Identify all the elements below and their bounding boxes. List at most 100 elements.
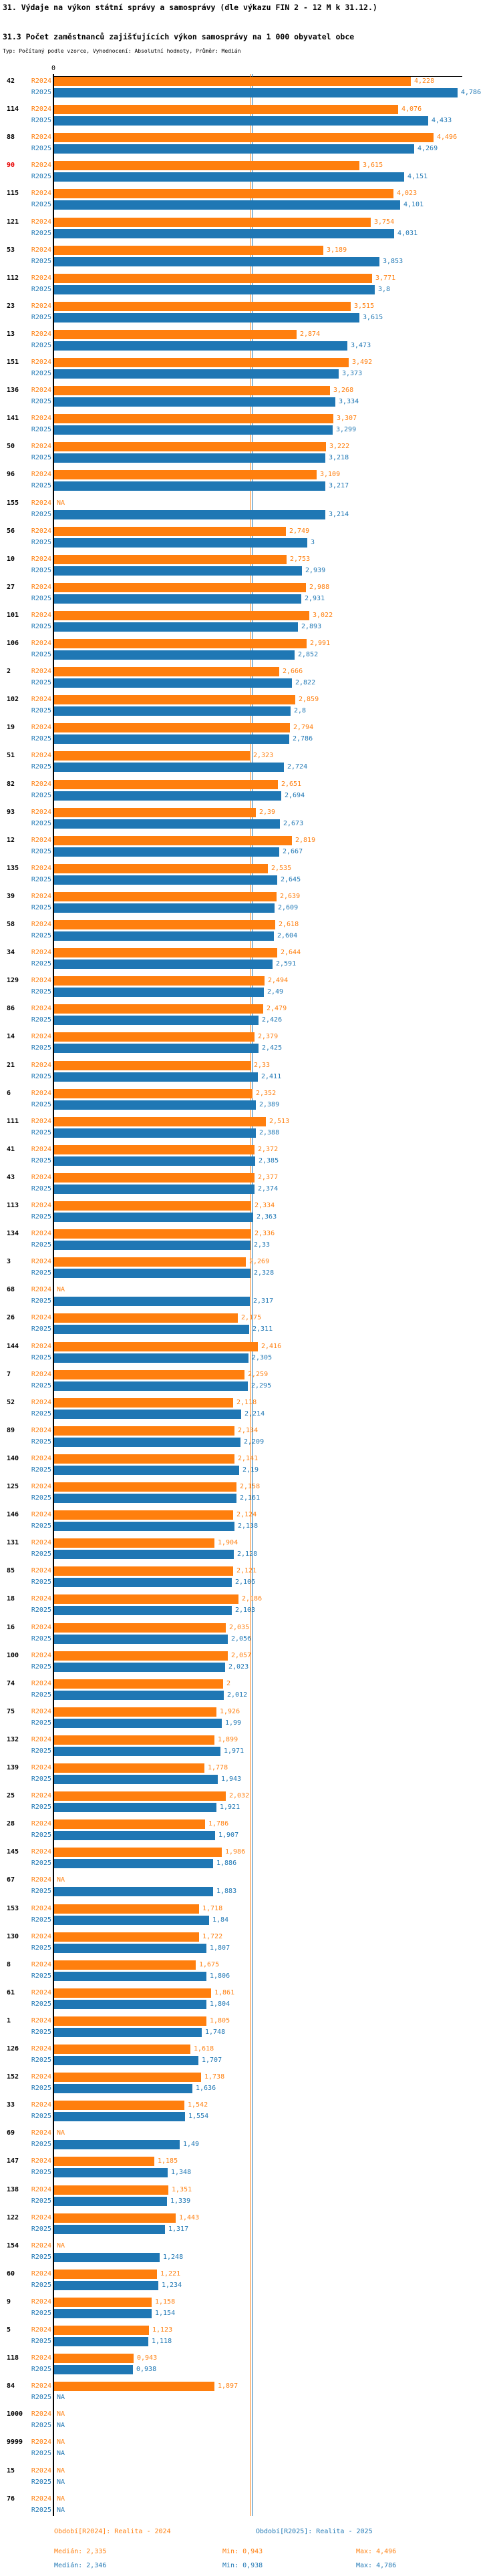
series-tag-r2025: R2025 [31,398,51,405]
bar-value-r2025: 2,374 [258,1185,279,1193]
chart-row: 131 R2024 1,904 R2025 2,128 [0,1538,501,1566]
bar-value-r2024: 3,515 [354,302,375,310]
bar-r2025 [54,341,347,351]
series-tag-r2025: R2025 [31,1410,51,1418]
bar-r2024 [54,864,268,873]
chart-row: 145 R2024 1,986 R2025 1,886 [0,1847,501,1875]
bar-r2025 [54,847,279,857]
bar-value-na-r2024: NA [57,1876,65,1884]
bar-value-r2025: 4,269 [418,145,438,152]
series-tag-r2025: R2025 [31,1494,51,1502]
series-tag-r2025: R2025 [31,1691,51,1699]
series-tag-r2025: R2025 [31,988,51,996]
series-tag-r2025: R2025 [31,1241,51,1249]
row-label: 28 [7,1820,15,1828]
bar-value-r2024: 2,175 [241,1314,262,1321]
row-label: 140 [7,1455,19,1462]
bar-value-r2024: 3,022 [313,612,333,619]
row-label-highlighted: 90 [7,162,15,169]
bar-r2025 [54,144,414,154]
chart-row: 88 R2024 4,496 R2025 4,269 [0,132,501,160]
series-tag-r2025: R2025 [31,1157,51,1164]
row-label: 102 [7,696,19,703]
chart-row: 112 R2024 3,771 R2025 3,8 [0,273,501,301]
bar-value-r2025: 2,305 [252,1354,273,1361]
bar-value-r2024: 2,186 [242,1595,263,1602]
bar-value-r2025: 1,804 [210,2000,230,2008]
row-label: 18 [7,1595,15,1602]
series-tag-r2025: R2025 [31,1972,51,1980]
series-tag-r2025: R2025 [31,1803,51,1811]
row-label: 50 [7,443,15,450]
bar-r2025 [54,1381,248,1391]
bar-r2024 [54,2185,168,2195]
bar-r2025 [54,678,292,688]
bar-r2025 [54,875,277,885]
bar-value-r2025: 2,19 [242,1466,259,1474]
series-tag-r2025: R2025 [31,876,51,883]
bar-value-r2025: 1,921 [220,1803,240,1811]
bar-r2025 [54,819,280,829]
bar-r2025 [54,369,339,379]
bar-r2025 [54,1606,232,1615]
bar-value-r2024: 3,615 [363,162,383,169]
bar-value-r2025: 3,373 [342,370,363,377]
bar-r2024 [54,2382,214,2391]
bar-value-r2024: 2,753 [290,556,311,563]
bar-value-r2025: 2,209 [244,1438,265,1446]
series-tag-r2025: R2025 [31,370,51,377]
bar-r2025 [54,1972,206,1981]
bar-r2025 [54,481,325,491]
chart-row: 93 R2024 2,39 R2025 2,673 [0,807,501,835]
chart-row: 118 R2024 0,943 R2025 0,938 [0,2353,501,2381]
series-tag-r2025: R2025 [31,511,51,518]
bar-value-r2025: 1,907 [218,1832,239,1839]
chart-row: 3 R2024 2,269 R2025 2,328 [0,1257,501,1285]
series-tag-r2024: R2024 [31,1989,51,1996]
bar-value-r2025: 1,99 [225,1719,242,1727]
bar-value-r2024: 1,675 [199,1961,220,1968]
bar-r2024 [54,1145,255,1154]
bar-value-r2025: 2,056 [231,1635,252,1643]
bar-r2025 [54,229,394,238]
row-label: 16 [7,1624,15,1631]
series-tag-r2024: R2024 [31,556,51,563]
bar-r2025 [54,2140,180,2149]
bar-value-r2025: 3,853 [383,258,403,265]
bar-value-r2025: 3,299 [336,426,357,433]
bar-r2025 [54,397,335,407]
bar-value-r2024: 2,134 [238,1427,259,1434]
series-tag-r2025: R2025 [31,145,51,152]
bar-r2025 [54,1719,222,1728]
series-tag-r2025: R2025 [31,735,51,742]
row-label: 21 [7,1062,15,1069]
series-tag-r2024: R2024 [31,1286,51,1293]
row-label: 60 [7,2270,15,2278]
bar-r2024 [54,1988,211,1998]
bar-value-r2024: 2,819 [295,837,316,844]
row-label: 82 [7,781,15,788]
bar-r2025 [54,1494,236,1503]
row-label: 101 [7,612,19,619]
bar-r2024 [54,1398,233,1408]
row-label: 154 [7,2242,19,2249]
chart-row: 53 R2024 3,189 R2025 3,853 [0,245,501,273]
bar-value-r2025: 2,363 [257,1213,277,1221]
bar-r2025 [54,2000,206,2009]
bar-value-r2025: 2,893 [301,623,322,630]
bar-value-r2024: 2,124 [236,1511,257,1518]
bar-r2025 [54,1859,213,1868]
series-tag-r2024: R2024 [31,2438,51,2446]
series-tag-r2024: R2024 [31,668,51,675]
series-tag-r2025: R2025 [31,1550,51,1558]
bar-value-r2025: 2,609 [278,904,299,911]
bar-r2024 [54,2045,190,2054]
series-tag-r2025: R2025 [31,623,51,630]
series-tag-r2024: R2024 [31,1567,51,1574]
bar-r2024 [54,1763,204,1773]
row-label: 5 [7,2326,11,2334]
series-tag-r2024: R2024 [31,1399,51,1406]
row-label: 9999 [7,2438,23,2446]
legend-period-r2024: Období[R2024]: Realita - 2024 [54,2528,171,2535]
bar-value-r2024: 1,718 [202,1905,223,1912]
